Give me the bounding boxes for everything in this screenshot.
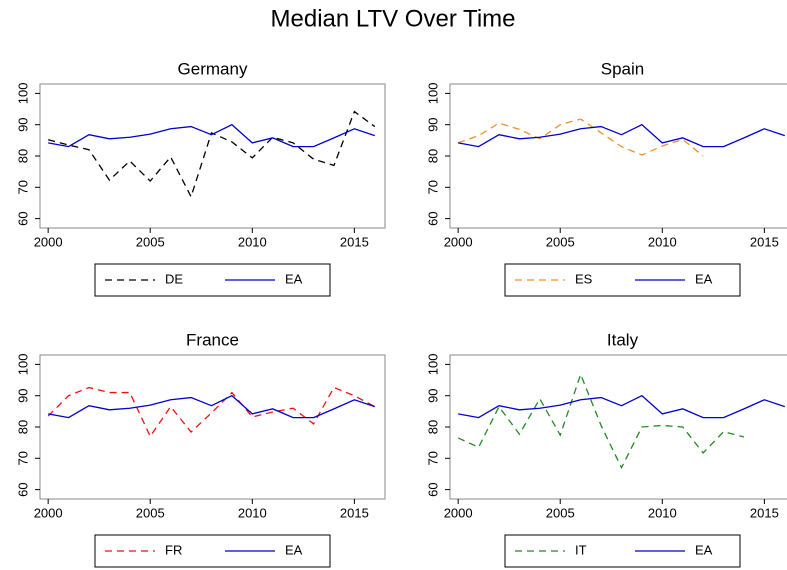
series-line [458, 123, 786, 148]
x-tick-label: 2005 [546, 505, 575, 520]
y-tick-label: 70 [15, 451, 30, 465]
x-tick-label: 2010 [238, 234, 267, 249]
x-tick-label: 2000 [444, 234, 473, 249]
y-tick-label: 100 [425, 83, 440, 105]
series-line [457, 372, 745, 470]
plot-frame [449, 83, 787, 229]
y-tick-label: 90 [425, 117, 440, 131]
legend-label: FR [165, 542, 182, 557]
y-tick-label: 80 [15, 420, 30, 434]
legend-box [94, 263, 331, 297]
legend-label: ES [575, 271, 593, 286]
x-tick-label: 2010 [648, 505, 677, 520]
y-tick-label: 80 [425, 420, 440, 434]
x-tick-label: 2015 [340, 234, 369, 249]
legend-label: EA [695, 542, 713, 557]
x-tick-label: 2000 [444, 505, 473, 520]
y-tick-label: 60 [425, 211, 440, 225]
legend-label: IT [575, 542, 587, 557]
plot-frame [449, 354, 787, 500]
figure-title: Median LTV Over Time [271, 5, 516, 32]
y-tick-label: 70 [425, 180, 440, 194]
y-tick-label: 100 [15, 354, 30, 376]
series-line [457, 118, 704, 157]
panel-title: Spain [601, 59, 644, 78]
series-line [458, 394, 786, 419]
y-tick-label: 60 [15, 211, 30, 225]
plot-frame [39, 354, 386, 500]
y-tick-label: 90 [15, 117, 30, 131]
series-line [48, 110, 376, 199]
x-tick-label: 2000 [34, 234, 63, 249]
panel-title: Germany [178, 59, 248, 78]
x-tick-label: 2005 [546, 234, 575, 249]
legend-box [504, 534, 741, 568]
legend-label: EA [285, 271, 303, 286]
x-tick-label: 2000 [34, 505, 63, 520]
x-tick-label: 2005 [136, 234, 165, 249]
legend-label: EA [695, 271, 713, 286]
y-tick-label: 70 [15, 180, 30, 194]
y-tick-label: 90 [15, 388, 30, 402]
x-tick-label: 2015 [750, 505, 779, 520]
panel-title: France [186, 330, 239, 349]
series-line [48, 394, 376, 419]
y-tick-label: 80 [15, 149, 30, 163]
x-tick-label: 2015 [750, 234, 779, 249]
x-tick-label: 2010 [648, 234, 677, 249]
series-line [48, 123, 376, 148]
legend-label: DE [165, 271, 183, 286]
legend-label: EA [285, 542, 303, 557]
legend-box [94, 534, 331, 568]
legend-box [504, 263, 741, 297]
plot-frame [39, 83, 386, 229]
x-tick-label: 2010 [238, 505, 267, 520]
y-tick-label: 90 [425, 388, 440, 402]
panel-title: Italy [607, 330, 639, 349]
y-tick-label: 70 [425, 451, 440, 465]
series-line [47, 386, 376, 438]
y-tick-label: 100 [15, 83, 30, 105]
y-tick-label: 80 [425, 149, 440, 163]
x-tick-label: 2005 [136, 505, 165, 520]
x-tick-label: 2015 [340, 505, 369, 520]
y-tick-label: 60 [15, 482, 30, 496]
y-tick-label: 60 [425, 482, 440, 496]
y-tick-label: 100 [425, 354, 440, 376]
